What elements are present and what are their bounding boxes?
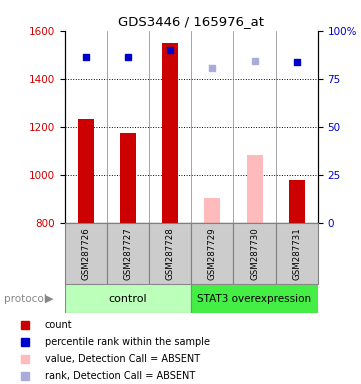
Text: percentile rank within the sample: percentile rank within the sample [45, 337, 210, 347]
Text: rank, Detection Call = ABSENT: rank, Detection Call = ABSENT [45, 371, 195, 381]
Text: count: count [45, 320, 73, 330]
Bar [107, 223, 149, 284]
Bar [288, 180, 305, 223]
Text: GSM287731: GSM287731 [292, 227, 301, 280]
Text: ▶: ▶ [45, 294, 54, 304]
Bar [78, 119, 94, 223]
Bar [120, 133, 136, 223]
Text: GSM287726: GSM287726 [82, 227, 91, 280]
Bar [191, 284, 318, 313]
Bar [191, 223, 234, 284]
Bar [149, 223, 191, 284]
Text: protocol: protocol [4, 294, 46, 304]
Text: GSM287727: GSM287727 [124, 227, 132, 280]
Text: STAT3 overexpression: STAT3 overexpression [197, 293, 312, 304]
Text: value, Detection Call = ABSENT: value, Detection Call = ABSENT [45, 354, 200, 364]
Text: GSM287728: GSM287728 [166, 227, 175, 280]
Bar [247, 155, 262, 223]
Bar [65, 223, 107, 284]
Text: GSM287730: GSM287730 [250, 227, 259, 280]
Bar [162, 43, 178, 223]
Bar [204, 197, 220, 223]
Text: control: control [109, 293, 147, 304]
Bar [65, 284, 191, 313]
Bar [275, 223, 318, 284]
Bar [234, 223, 275, 284]
Title: GDS3446 / 165976_at: GDS3446 / 165976_at [118, 15, 264, 28]
Text: GSM287729: GSM287729 [208, 227, 217, 280]
